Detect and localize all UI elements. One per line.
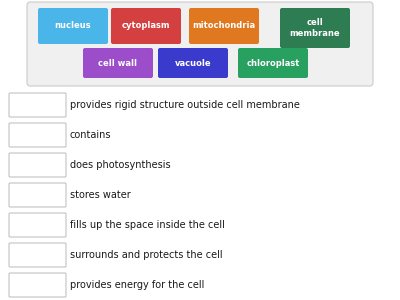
Text: cytoplasm: cytoplasm: [122, 22, 170, 31]
Text: stores water: stores water: [70, 190, 131, 200]
FancyBboxPatch shape: [27, 2, 373, 86]
FancyBboxPatch shape: [9, 243, 66, 267]
FancyBboxPatch shape: [158, 48, 228, 78]
Text: cell
membrane: cell membrane: [290, 18, 340, 38]
Text: chloroplast: chloroplast: [246, 58, 300, 68]
Text: nucleus: nucleus: [55, 22, 91, 31]
Text: surrounds and protects the cell: surrounds and protects the cell: [70, 250, 223, 260]
FancyBboxPatch shape: [189, 8, 259, 44]
Text: provides rigid structure outside cell membrane: provides rigid structure outside cell me…: [70, 100, 300, 110]
FancyBboxPatch shape: [9, 183, 66, 207]
FancyBboxPatch shape: [9, 123, 66, 147]
Text: cell wall: cell wall: [98, 58, 138, 68]
FancyBboxPatch shape: [83, 48, 153, 78]
FancyBboxPatch shape: [9, 273, 66, 297]
FancyBboxPatch shape: [280, 8, 350, 48]
Text: vacuole: vacuole: [175, 58, 211, 68]
FancyBboxPatch shape: [111, 8, 181, 44]
Text: does photosynthesis: does photosynthesis: [70, 160, 171, 170]
FancyBboxPatch shape: [9, 153, 66, 177]
Text: provides energy for the cell: provides energy for the cell: [70, 280, 204, 290]
FancyBboxPatch shape: [38, 8, 108, 44]
FancyBboxPatch shape: [238, 48, 308, 78]
Text: contains: contains: [70, 130, 112, 140]
FancyBboxPatch shape: [9, 93, 66, 117]
FancyBboxPatch shape: [9, 213, 66, 237]
Text: fills up the space inside the cell: fills up the space inside the cell: [70, 220, 225, 230]
Text: mitochondria: mitochondria: [192, 22, 256, 31]
